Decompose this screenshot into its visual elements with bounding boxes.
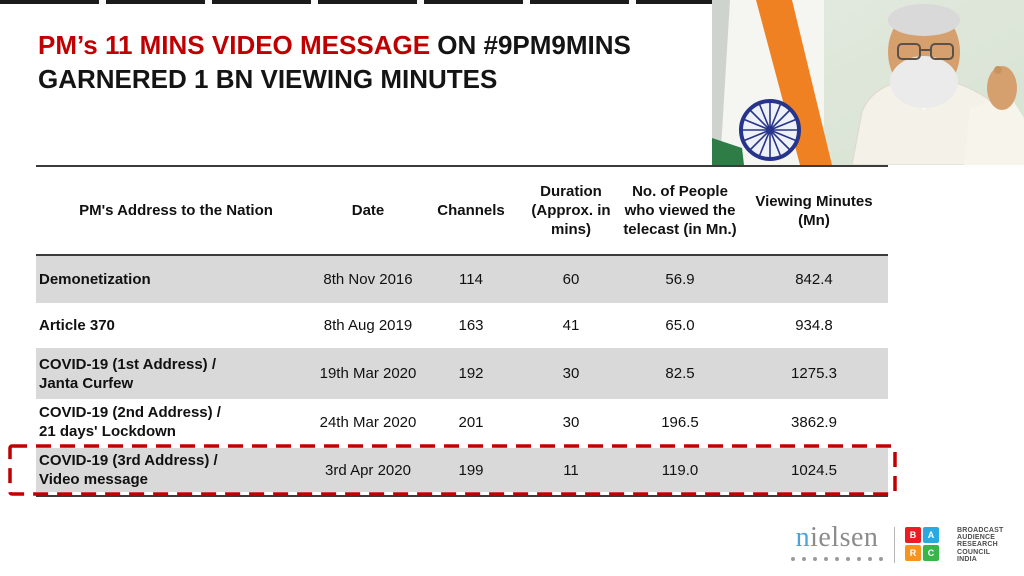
cell-duration: 41 xyxy=(562,317,580,334)
cell-duration: 11 xyxy=(563,461,579,479)
barc-caption: BROADCAST AUDIENCE RESEARCH COUNCIL INDI… xyxy=(957,527,1004,563)
barc-logo: B A R C xyxy=(905,527,939,561)
barc-square-r: R xyxy=(905,545,921,561)
table-bottom-rule xyxy=(36,495,888,497)
barc-square-a: A xyxy=(923,527,939,543)
cell-date: 8th Aug 2019 xyxy=(323,317,413,334)
cell-duration: 60 xyxy=(562,271,580,288)
cell-address: COVID-19 (1st Address) / Janta Curfew xyxy=(39,355,216,392)
nielsen-logo-n: n xyxy=(795,522,811,553)
barc-caption-line: COUNCIL xyxy=(957,548,991,556)
flag-green-stripe xyxy=(712,138,744,165)
cell-channels: 163 xyxy=(458,317,484,334)
cell-address: COVID-19 (2nd Address) / 21 days' Lockdo… xyxy=(39,404,221,440)
pm-raised-arm xyxy=(964,96,1024,165)
nielsen-dots xyxy=(791,557,883,561)
barc-square-b: B xyxy=(905,527,921,543)
header-duration: Duration (Approx. in mins) xyxy=(531,183,611,238)
cell-address: Demonetization xyxy=(39,271,151,288)
cell-duration: 30 xyxy=(562,365,580,382)
table-row-covid-3rd-highlighted: COVID-19 (3rd Address) / Video message 3… xyxy=(8,444,897,496)
table-header-row: PM's Address to the Nation Date Channels… xyxy=(36,167,888,254)
pm-hair xyxy=(888,4,960,36)
header-people: No. of People who viewed the telecast (i… xyxy=(623,183,737,238)
cell-viewing: 1024.5 xyxy=(791,461,837,479)
table-top-rule xyxy=(36,165,888,167)
cell-date: 3rd Apr 2020 xyxy=(325,461,411,479)
pm-figure xyxy=(851,4,1024,166)
flag-saffron-stripe xyxy=(756,0,832,165)
barc-caption-line: INDIA xyxy=(957,555,978,563)
header-address: PM's Address to the Nation xyxy=(79,202,273,219)
cell-people: 196.5 xyxy=(661,413,699,431)
cell-people: 119.0 xyxy=(661,461,699,479)
cell-channels: 199 xyxy=(458,461,484,479)
cell-people: 65.0 xyxy=(665,317,695,334)
table-header-rule xyxy=(36,254,888,256)
header-viewing-minutes: Viewing Minutes (Mn) xyxy=(755,192,873,229)
cell-people: 82.5 xyxy=(665,365,695,382)
cell-address: COVID-19 (3rd Address) / Video message xyxy=(39,452,218,488)
top-edge-bar xyxy=(0,0,716,4)
slide-title-highlight: PM’s 11 MINS VIDEO MESSAGE xyxy=(38,30,431,60)
table-row-article-370: Article 370 8th Aug 2019 163 41 65.0 934… xyxy=(36,303,888,348)
slide-title-line1-rest: ON #9PM9MINS xyxy=(430,30,631,60)
table-row-covid-1st: COVID-19 (1st Address) / Janta Curfew 19… xyxy=(36,348,888,399)
pm-video-still xyxy=(712,0,1024,166)
india-flag xyxy=(712,0,832,165)
nielsen-logo: nielsen xyxy=(789,523,885,553)
header-date: Date xyxy=(351,202,385,219)
cell-viewing: 934.8 xyxy=(795,317,833,334)
barc-caption-line: AUDIENCE xyxy=(957,534,996,542)
pm-hand xyxy=(987,66,1017,110)
cell-date: 19th Mar 2020 xyxy=(319,365,417,382)
barc-caption-line: RESEARCH xyxy=(957,541,998,549)
logo-separator xyxy=(894,527,895,563)
table-row-demonetization: Demonetization 8th Nov 2016 114 60 56.9 … xyxy=(36,256,888,303)
header-channels: Channels xyxy=(437,202,505,219)
cell-channels: 114 xyxy=(459,271,483,288)
pm-photo-illustration xyxy=(712,0,1024,166)
cell-channels: 201 xyxy=(458,413,484,431)
slide-title-line1: PM’s 11 MINS VIDEO MESSAGE ON #9PM9MINS xyxy=(38,28,688,62)
slide-title-line2: GARNERED 1 BN VIEWING MINUTES xyxy=(38,64,498,94)
cell-date: 8th Nov 2016 xyxy=(323,271,413,288)
cell-viewing: 3862.9 xyxy=(791,413,837,431)
cell-date: 24th Mar 2020 xyxy=(319,413,417,431)
cell-address: Article 370 xyxy=(39,317,115,334)
pm-glasses xyxy=(897,43,921,60)
nielsen-logo-rest: ielsen xyxy=(810,522,879,553)
cell-viewing: 1275.3 xyxy=(791,365,837,382)
ashoka-chakra-icon xyxy=(739,99,801,161)
barc-square-c: C xyxy=(923,545,939,561)
table-row-covid-2nd: COVID-19 (2nd Address) / 21 days' Lockdo… xyxy=(36,399,888,445)
cell-channels: 192 xyxy=(458,365,484,382)
slide-title: PM’s 11 MINS VIDEO MESSAGE ON #9PM9MINS … xyxy=(38,28,688,96)
cell-duration: 30 xyxy=(562,413,580,431)
pm-beard xyxy=(890,56,958,108)
cell-people: 56.9 xyxy=(665,271,695,288)
cell-viewing: 842.4 xyxy=(795,271,833,288)
barc-caption-line: BROADCAST xyxy=(957,527,1004,534)
viewership-table: PM's Address to the Nation Date Channels… xyxy=(8,165,897,497)
